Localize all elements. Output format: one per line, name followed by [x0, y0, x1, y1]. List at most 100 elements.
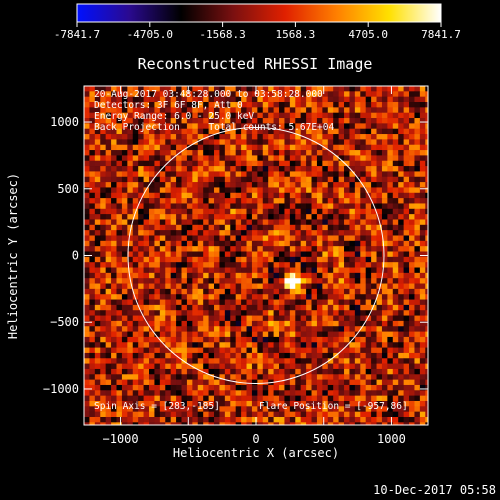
heatmap-cell	[338, 224, 345, 231]
heatmap-cell	[360, 86, 367, 92]
heatmap-cell	[208, 278, 215, 284]
heatmap-cell	[344, 406, 350, 412]
heatmap-cell	[300, 406, 307, 412]
heatmap-cell	[84, 278, 90, 284]
heatmap-cell	[116, 166, 123, 172]
heatmap-cell	[344, 256, 350, 263]
heatmap-cell	[403, 128, 410, 135]
heatmap-cell	[295, 336, 301, 343]
heatmap-cell	[235, 294, 242, 300]
heatmap-cell	[127, 192, 134, 199]
heatmap-cell	[116, 219, 123, 226]
heatmap-cell	[273, 187, 280, 194]
heatmap-cell	[409, 267, 415, 274]
heatmap-cell	[230, 208, 236, 215]
heatmap-cell	[159, 368, 166, 375]
heatmap-cell	[403, 384, 410, 391]
heatmap-cell	[381, 240, 388, 247]
heatmap-cell	[284, 246, 291, 252]
heatmap-cell	[116, 224, 123, 231]
heatmap-cell	[230, 374, 236, 380]
heatmap-cell	[262, 107, 269, 113]
heatmap-cell	[235, 128, 242, 135]
heatmap-cell	[300, 166, 307, 172]
heatmap-cell	[203, 342, 209, 348]
heatmap-cell	[387, 315, 394, 322]
heatmap-cell	[419, 310, 426, 316]
heatmap-cell	[127, 390, 134, 396]
heatmap-cell	[105, 166, 112, 172]
heatmap-cell	[349, 192, 356, 199]
heatmap-cell	[100, 283, 106, 290]
heatmap-cell	[224, 288, 231, 295]
heatmap-cell	[197, 128, 204, 135]
heatmap-cell	[257, 368, 264, 375]
heatmap-cell	[230, 379, 236, 386]
heatmap-cell	[116, 96, 123, 103]
heatmap-cell	[203, 390, 209, 396]
heatmap-cell	[235, 374, 242, 380]
heatmap-cell	[403, 118, 410, 124]
heatmap-cell	[419, 112, 426, 119]
heatmap-cell	[186, 230, 193, 236]
heatmap-cell	[398, 336, 404, 343]
heatmap-cell	[262, 283, 269, 290]
heatmap-cell	[300, 86, 307, 92]
heatmap-cell	[268, 230, 274, 236]
heatmap-cell	[284, 272, 291, 279]
heatmap-cell	[89, 102, 96, 108]
heatmap-cell	[89, 299, 96, 306]
heatmap-cell	[257, 155, 264, 162]
heatmap-cell	[273, 166, 280, 172]
heatmap-cell	[409, 182, 415, 188]
info-time-range: 20-Aug-2017 03:48:28.000 to 03:58:28.000	[94, 89, 323, 100]
heatmap-cell	[419, 278, 426, 284]
heatmap-cell	[203, 416, 209, 423]
heatmap-cell	[214, 256, 220, 263]
heatmap-cell	[100, 96, 106, 103]
heatmap-cell	[316, 256, 323, 263]
heatmap-cell	[246, 107, 253, 113]
heatmap-cell	[398, 310, 404, 316]
heatmap-cell	[154, 112, 161, 119]
heatmap-cell	[349, 182, 356, 188]
heatmap-cell	[176, 326, 182, 332]
heatmap-cell	[284, 144, 291, 151]
heatmap-cell	[392, 331, 399, 338]
heatmap-cell	[241, 384, 247, 391]
heatmap-cell	[159, 134, 166, 140]
heatmap-cell	[159, 262, 166, 268]
heatmap-cell	[289, 134, 296, 140]
heatmap-cell	[192, 416, 199, 423]
heatmap-cell	[138, 182, 144, 188]
heatmap-cell	[111, 107, 117, 113]
heatmap-cell	[289, 155, 296, 162]
heatmap-cell	[409, 214, 415, 220]
heatmap-cell	[246, 363, 253, 370]
heatmap-cell	[154, 363, 161, 370]
heatmap-cell	[322, 358, 329, 364]
heatmap-cell	[149, 315, 155, 322]
heatmap-cell	[219, 107, 226, 113]
heatmap-cell	[262, 395, 269, 402]
heatmap-cell	[360, 310, 367, 316]
heatmap-cell	[132, 198, 139, 204]
heatmap-cell	[251, 112, 258, 119]
heatmap-cell	[176, 336, 182, 343]
heatmap-cell	[176, 363, 182, 370]
heatmap-cell	[121, 374, 128, 380]
heatmap-cell	[138, 208, 144, 215]
heatmap-cell	[159, 240, 166, 247]
heatmap-cell	[143, 352, 150, 359]
heatmap-cell	[176, 379, 182, 386]
heatmap-cell	[235, 240, 242, 247]
heatmap-cell	[365, 251, 372, 258]
heatmap-cell	[333, 315, 339, 322]
heatmap-cell	[365, 278, 372, 284]
heatmap-cell	[219, 262, 226, 268]
heatmap-cell	[376, 294, 383, 300]
heatmap-cell	[381, 336, 388, 343]
heatmap-cell	[116, 304, 123, 311]
heatmap-cell	[89, 128, 96, 135]
heatmap-cell	[116, 171, 123, 178]
